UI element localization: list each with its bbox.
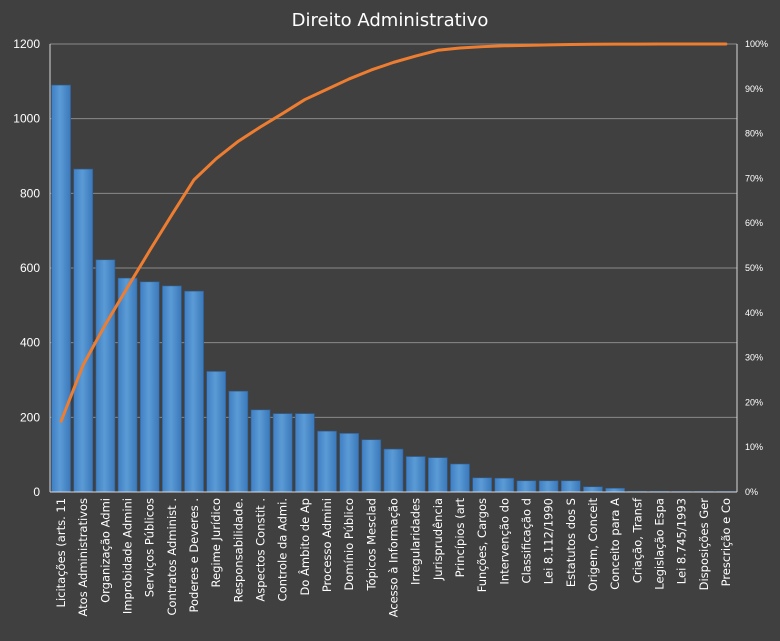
x-tick-label: Controle da Admi.: [276, 498, 290, 601]
bar: [184, 290, 204, 493]
y2-tick-label: 70%: [745, 173, 763, 183]
x-tick-label: Funções, Cargos: [475, 498, 489, 592]
bar: [472, 477, 492, 493]
y-axis-tick-labels: 0 200 400 600 800 1000 1200: [13, 37, 40, 499]
bar-series: [51, 84, 736, 493]
bar: [560, 480, 581, 493]
bar: [73, 168, 94, 493]
y-tick-label: 1000: [13, 112, 40, 126]
bar: [228, 390, 249, 493]
y2-tick-label: 20%: [745, 397, 763, 407]
bar: [51, 84, 71, 493]
x-tick-label: Improbidade Admini: [121, 498, 135, 614]
x-tick-label: Aspectos Constit .: [254, 498, 268, 602]
bar: [427, 457, 448, 493]
bar: [206, 371, 227, 493]
chart-title: Direito Administrativo: [292, 10, 489, 31]
bar: [339, 433, 360, 493]
x-tick-label: Contratos Administ .: [165, 498, 179, 616]
x-tick-label: Jurisprudência: [431, 498, 445, 581]
x-tick-label: Atos Administrativos: [76, 498, 90, 617]
y2-axis-tick-labels: 0% 10% 20% 30% 40% 50% 60% 70% 80% 90% 100%: [745, 39, 768, 497]
x-tick-label: Lei 8.112/1990: [542, 498, 556, 584]
x-tick-label: Organização Admi: [98, 498, 112, 603]
x-tick-label: Princípios (art: [453, 498, 467, 578]
x-tick-label: Licitações (arts. 11: [54, 498, 68, 607]
x-tick-label: Classificação d: [519, 498, 533, 583]
axes: [49, 44, 738, 493]
y-tick-label: 1200: [13, 37, 40, 51]
bar: [95, 259, 116, 493]
x-tick-label: Processo Admini: [320, 498, 334, 592]
bar: [117, 277, 138, 493]
x-axis-tick-labels: Licitações (arts. 11 Atos Administrativos…: [54, 497, 733, 617]
cumulative-line-series: [59, 42, 728, 423]
x-tick-label: Intervenção do: [497, 498, 511, 585]
x-tick-label: Criação, Transf: [630, 497, 644, 583]
y-tick-label: 0: [33, 485, 40, 499]
y2-tick-label: 50%: [745, 263, 763, 273]
bar: [383, 448, 404, 493]
x-tick-label: Regime Jurídico: [209, 498, 223, 587]
bar: [272, 413, 293, 493]
x-tick-label: Serviços Públicos: [143, 498, 157, 597]
y2-tick-label: 40%: [745, 308, 763, 318]
x-tick-label: Tópicos Mesclad: [364, 498, 378, 591]
x-tick-label: Lei 8.745/1993: [675, 498, 689, 584]
x-tick-label: Conceito para A: [608, 498, 622, 590]
y2-tick-label: 100%: [745, 39, 768, 49]
y-tick-label: 400: [20, 336, 40, 350]
y-tick-label: 600: [20, 261, 40, 275]
x-tick-label: Disposições Ger: [697, 498, 711, 591]
bar: [250, 409, 271, 493]
x-tick-label: Prescrição e Co: [719, 498, 733, 586]
bar: [295, 413, 315, 493]
y2-tick-label: 0%: [745, 487, 758, 497]
x-tick-label: Domínio Público: [342, 498, 356, 591]
y2-tick-label: 80%: [745, 129, 763, 139]
x-tick-label: Do Âmbito de Ap: [297, 498, 312, 596]
y-tick-label: 800: [20, 186, 40, 200]
y2-tick-label: 10%: [745, 442, 763, 452]
x-tick-label: Responsabilidade.: [231, 498, 245, 602]
x-tick-label: Origem, Conceit: [586, 498, 600, 592]
x-tick-label: Irregularidades: [409, 498, 423, 585]
bar: [450, 463, 470, 493]
cumulative-percent-line: [59, 42, 728, 423]
y2-tick-label: 30%: [745, 353, 763, 363]
y2-tick-label: 60%: [745, 218, 763, 228]
bar: [538, 480, 559, 493]
bar: [361, 439, 382, 493]
bar: [605, 487, 625, 493]
x-tick-label: Poderes e Deveres .: [187, 498, 201, 613]
bar: [162, 285, 182, 493]
bar: [405, 456, 426, 493]
bar: [317, 430, 337, 493]
bar: [139, 281, 160, 493]
bar: [583, 486, 603, 493]
x-tick-label: Acesso à Informação: [387, 498, 401, 617]
y2-tick-label: 90%: [745, 84, 763, 94]
bar: [494, 477, 515, 493]
x-tick-label: Legislação Espa: [652, 498, 666, 590]
y-tick-label: 200: [20, 410, 40, 424]
x-tick-label: Estatutos dos S: [564, 498, 578, 587]
bar: [516, 480, 537, 493]
